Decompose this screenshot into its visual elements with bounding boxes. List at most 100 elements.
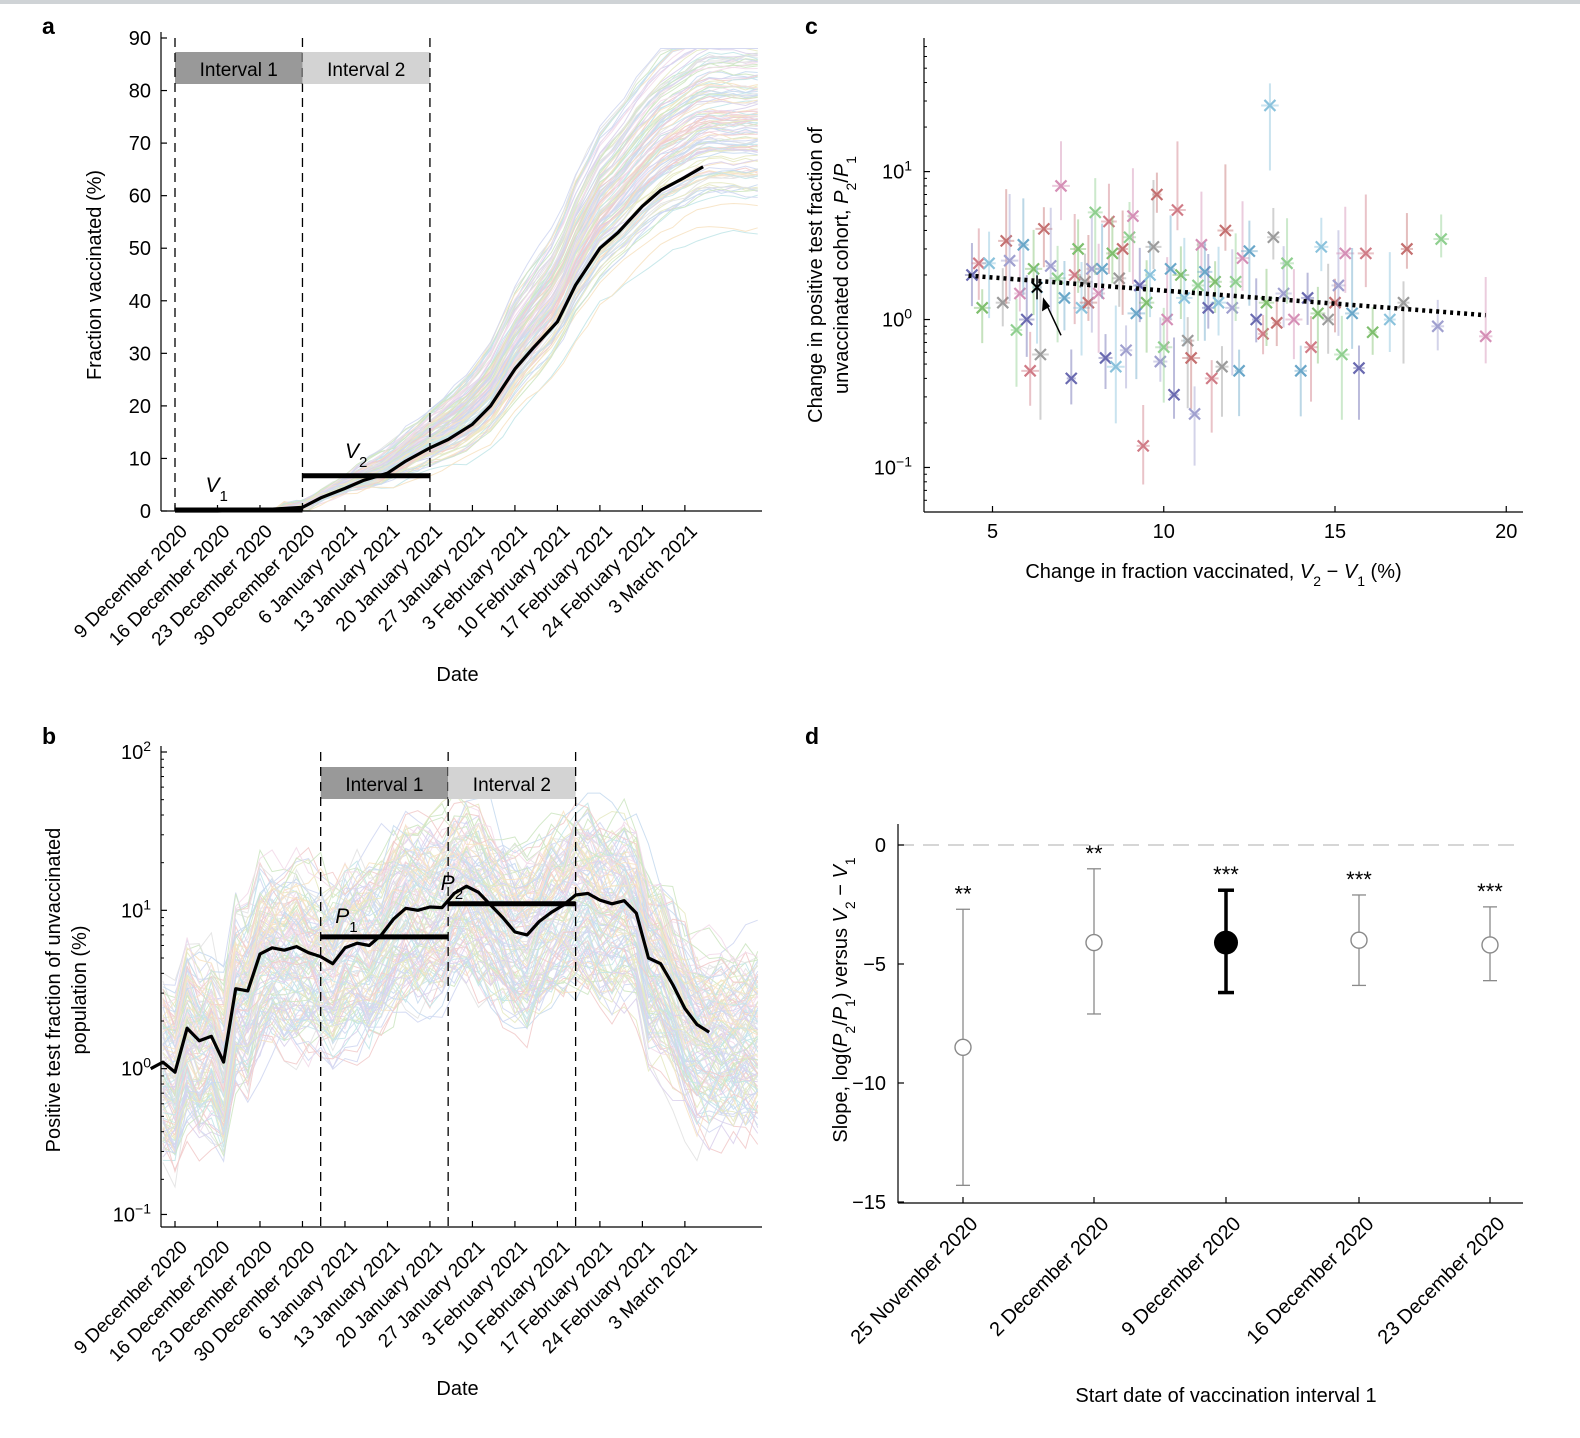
- panel-letter-a: a: [42, 13, 55, 39]
- c-x-tick-label: 5: [987, 521, 998, 543]
- c-data-point: [1143, 268, 1157, 282]
- a-background-line: [162, 139, 758, 512]
- c-data-point: [1023, 364, 1037, 378]
- c-data-point: [1106, 247, 1119, 260]
- a-background-line: [162, 144, 758, 512]
- a-background-line: [162, 131, 758, 512]
- c-arrow-head: [1042, 297, 1051, 312]
- c-data-point: [1171, 203, 1184, 217]
- c-data-point: [1140, 296, 1153, 309]
- c-data-point: [1359, 247, 1373, 260]
- c-data-point: [1434, 232, 1448, 246]
- c-data-point: [965, 268, 979, 282]
- b-highlight-line: [149, 884, 711, 1074]
- b-background-line: [162, 811, 759, 1017]
- c-data-point: [1085, 262, 1099, 276]
- a-interval-label-1: Interval 1: [200, 60, 278, 81]
- b-y-axis-label-line2: population (%): [69, 926, 91, 1055]
- panel-c-axes: 5 10 15 20 10−1 100 101 Change in fraction vacc…: [805, 38, 1523, 589]
- a-y-tick-label: 30: [129, 343, 151, 365]
- b-background-line: [162, 906, 759, 1132]
- c-data-point: [1167, 388, 1181, 402]
- a-background-line: [162, 229, 758, 512]
- panel-b-background-series: [162, 792, 759, 1189]
- c-data-point: [1181, 334, 1194, 347]
- a-background-line: [162, 190, 758, 512]
- d-y-tick-label: −15: [852, 1192, 886, 1214]
- c-data-point: [1068, 268, 1081, 282]
- c-data-point: [1249, 313, 1263, 326]
- a-interval-box-2: [302, 52, 430, 84]
- b-background-line: [162, 823, 759, 1005]
- panel-b-intervals: Interval 1 P1 Interval 2 P2: [320, 752, 577, 1227]
- panel-a-chart: Interval 1 V1 Interval 2 V2 0 10 20 30 40 50 60 70…: [70, 28, 762, 686]
- a-background-line: [162, 83, 758, 512]
- a-background-line: [162, 184, 758, 512]
- b-background-line: [162, 845, 759, 1098]
- c-data-point: [1208, 275, 1222, 289]
- c-data-point: [1092, 287, 1105, 300]
- c-data-point: [1332, 279, 1345, 292]
- b-background-line: [162, 850, 759, 1047]
- b-background-line: [162, 863, 759, 1057]
- d-point: [954, 1038, 972, 1057]
- c-data-point: [996, 296, 1010, 309]
- d-x-tick-label: 23 December 2020: [1374, 1213, 1510, 1349]
- c-data-point: [1366, 326, 1379, 339]
- panel-d-marks: ******* *** ***: [898, 841, 1523, 1186]
- a-y-tick-label: 50: [129, 238, 151, 260]
- c-y-axis-label-line2: unvaccinated cohort, P2/P1: [831, 156, 859, 394]
- c-data-point: [1219, 224, 1232, 237]
- a-background-line: [162, 174, 758, 512]
- c-data-point: [1160, 313, 1174, 326]
- d-point: [1085, 933, 1103, 952]
- c-data-point: [1020, 313, 1034, 326]
- c-y-axis-label: Change in positive test fraction of: [805, 127, 827, 423]
- panel-b-highlight: [149, 884, 711, 1074]
- a-background-line: [162, 151, 758, 512]
- d-point: [1214, 930, 1238, 955]
- b-background-line: [162, 856, 759, 1069]
- d-significance-label: ***: [1346, 867, 1372, 892]
- c-data-point: [1178, 291, 1191, 305]
- d-x-tick-label: 9 December 2020: [1117, 1213, 1245, 1341]
- a-background-line: [162, 182, 758, 512]
- a-background-line: [162, 100, 758, 512]
- c-data-point: [1017, 238, 1030, 252]
- c-data-point: [1304, 340, 1318, 354]
- d-point: [1350, 931, 1368, 949]
- panel-letter-c: c: [805, 13, 818, 39]
- c-x-tick-label: 20: [1495, 521, 1517, 543]
- b-background-line: [162, 878, 759, 1112]
- c-data-point: [1270, 316, 1284, 330]
- a-y-axis-label: Fraction vaccinated (%): [84, 170, 106, 380]
- c-data-point: [1147, 240, 1160, 254]
- a-background-line: [162, 131, 758, 512]
- b-y-tick-label: 100: [121, 1055, 151, 1081]
- c-data-point: [1335, 348, 1349, 361]
- c-data-point: [1164, 262, 1177, 276]
- c-data-point: [1479, 330, 1492, 343]
- c-data-point: [1321, 313, 1335, 326]
- b-background-line: [162, 942, 759, 1171]
- a-background-line: [162, 226, 758, 512]
- c-data-point: [1088, 206, 1102, 219]
- c-data-point: [1123, 230, 1136, 244]
- window-top-bar: [0, 0, 1580, 4]
- panel-letter-b: b: [42, 723, 56, 749]
- a-background-line: [162, 98, 758, 512]
- b-background-line: [162, 949, 759, 1145]
- c-data-point: [1044, 259, 1057, 273]
- c-data-point: [1215, 360, 1229, 373]
- d-point: [1481, 936, 1499, 954]
- a-interval-mean-label-2: V2: [345, 440, 367, 471]
- a-y-tick-label: 90: [129, 28, 151, 50]
- b-background-line: [162, 904, 759, 1126]
- panel-c-chart: 5 10 15 20 10−1 100 101 Change in fraction vacc…: [805, 38, 1523, 589]
- c-data-point: [1119, 343, 1133, 357]
- b-y-tick-label: 10−1: [113, 1200, 151, 1226]
- c-data-point: [1082, 296, 1095, 309]
- c-y-tick-label: 100: [882, 306, 912, 332]
- c-data-point: [1352, 361, 1366, 375]
